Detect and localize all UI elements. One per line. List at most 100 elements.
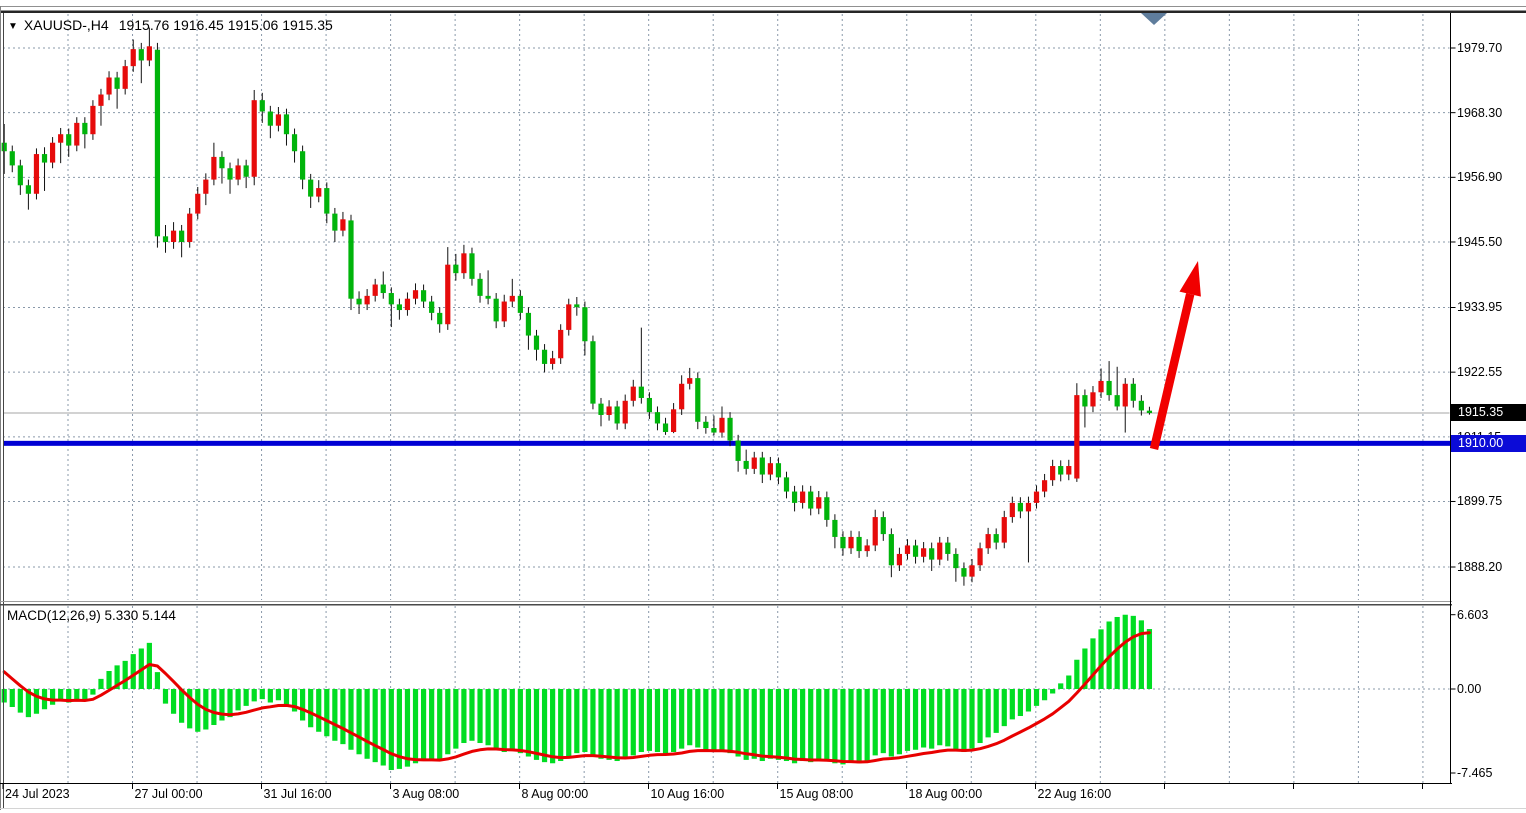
macd-bar <box>219 689 225 721</box>
macd-bar <box>372 689 378 763</box>
macd-bar <box>1066 675 1072 689</box>
candle-bear <box>259 100 265 112</box>
macd-bar <box>896 689 903 755</box>
trend-arrow[interactable] <box>1149 261 1201 450</box>
symbol-dropdown-icon[interactable]: ▼ <box>8 21 18 32</box>
macd-bar <box>961 689 967 753</box>
candle-bear <box>775 463 782 478</box>
macd-bar <box>735 689 741 757</box>
macd-bar <box>82 689 88 702</box>
macd-bar <box>348 689 354 750</box>
candle-bear <box>590 341 596 404</box>
macd-bar <box>566 689 572 757</box>
candle-bull <box>719 417 725 433</box>
macd-bar <box>300 689 306 721</box>
candle-bear <box>17 165 23 186</box>
candle-bull <box>251 100 257 177</box>
candle-bear <box>396 304 402 311</box>
time-axis-label: 27 Jul 00:00 <box>134 787 203 801</box>
macd-bar <box>316 689 322 732</box>
candle-bear <box>1106 380 1112 396</box>
macd-bar <box>517 689 523 754</box>
candle-bull <box>630 386 636 401</box>
macd-bar <box>1058 683 1064 689</box>
candle-bear <box>41 154 48 163</box>
candle-bull <box>904 545 911 554</box>
candle-bull <box>622 400 628 424</box>
macd-bar <box>130 654 136 689</box>
candle-bear <box>574 304 580 308</box>
symbol-period-label: XAUUSD-,H4 <box>23 17 109 33</box>
macd-bar <box>832 689 838 764</box>
candle-bull <box>130 49 136 67</box>
candle-bear <box>179 230 185 242</box>
macd-bar <box>1146 629 1153 689</box>
price-axis-label: 1979.70 <box>1457 41 1503 55</box>
macd-bar <box>775 689 782 760</box>
candle-bull <box>558 329 564 359</box>
macd-bar <box>106 670 112 689</box>
candle-bear <box>517 295 523 313</box>
candle-bull <box>921 548 927 557</box>
candle-bear <box>1114 395 1120 407</box>
macd-bar <box>945 689 951 747</box>
macd-bar <box>251 689 257 702</box>
candle-bear <box>243 165 249 177</box>
macd-bar <box>1 689 7 703</box>
candle-bull <box>445 264 451 325</box>
candle-bear <box>1138 400 1144 411</box>
macd-bar <box>356 689 362 755</box>
macd-bar <box>122 660 128 689</box>
candle-bear <box>1082 395 1088 407</box>
macd-indicator-label: MACD(12,26,9) 5.330 5.144 <box>7 608 176 623</box>
candle-bear <box>267 111 273 126</box>
candle-bear <box>541 349 548 364</box>
macd-bar <box>324 689 330 737</box>
candle-bull <box>275 114 282 126</box>
candle-bear <box>380 284 386 294</box>
macd-bar <box>1017 689 1023 717</box>
macd-bar <box>49 689 56 705</box>
macd-bar <box>380 689 386 766</box>
candle-bear <box>493 298 499 322</box>
macd-bar <box>816 689 822 760</box>
macd-bar <box>582 689 588 753</box>
macd-bar <box>703 689 709 750</box>
macd-bar <box>824 689 830 762</box>
ohlc-values: 1915.76 1916.45 1915.06 1915.35 <box>118 17 333 33</box>
macd-bar <box>291 689 298 712</box>
candle-bear <box>654 412 661 424</box>
candle-bull <box>1066 466 1072 475</box>
candle-bull <box>33 154 40 194</box>
candle-bear <box>525 312 532 336</box>
macd-bar <box>1090 638 1096 689</box>
candle-bear <box>824 497 830 520</box>
axis-ticks <box>2 47 1456 789</box>
candle-bear <box>453 264 459 274</box>
candle-bull <box>106 77 112 95</box>
macd-bar <box>267 689 273 703</box>
chart-shift-marker-icon[interactable] <box>1141 13 1167 25</box>
macd-bar <box>90 689 96 695</box>
candle-bear <box>138 49 144 61</box>
time-axis-label: 8 Aug 00:00 <box>521 787 589 801</box>
candle-bear <box>485 295 491 299</box>
support-line[interactable] <box>3 440 1451 446</box>
macd-bar <box>791 689 798 764</box>
macd-bar <box>1041 689 1048 701</box>
macd-bar <box>1098 629 1104 689</box>
macd-bar <box>1074 659 1080 689</box>
macd-bar <box>1009 689 1015 720</box>
candle-bull <box>58 134 64 143</box>
candle-bear <box>711 428 717 433</box>
price-axis-label: 1888.20 <box>1457 559 1503 574</box>
macd-bar <box>66 689 72 703</box>
candle-bear <box>388 293 394 305</box>
candle-bear <box>856 536 862 552</box>
candle-bull <box>977 548 983 566</box>
macd-bar <box>179 689 185 723</box>
macd-bar <box>1033 689 1040 706</box>
macd-bar <box>187 689 193 729</box>
candle-bear <box>332 213 338 231</box>
